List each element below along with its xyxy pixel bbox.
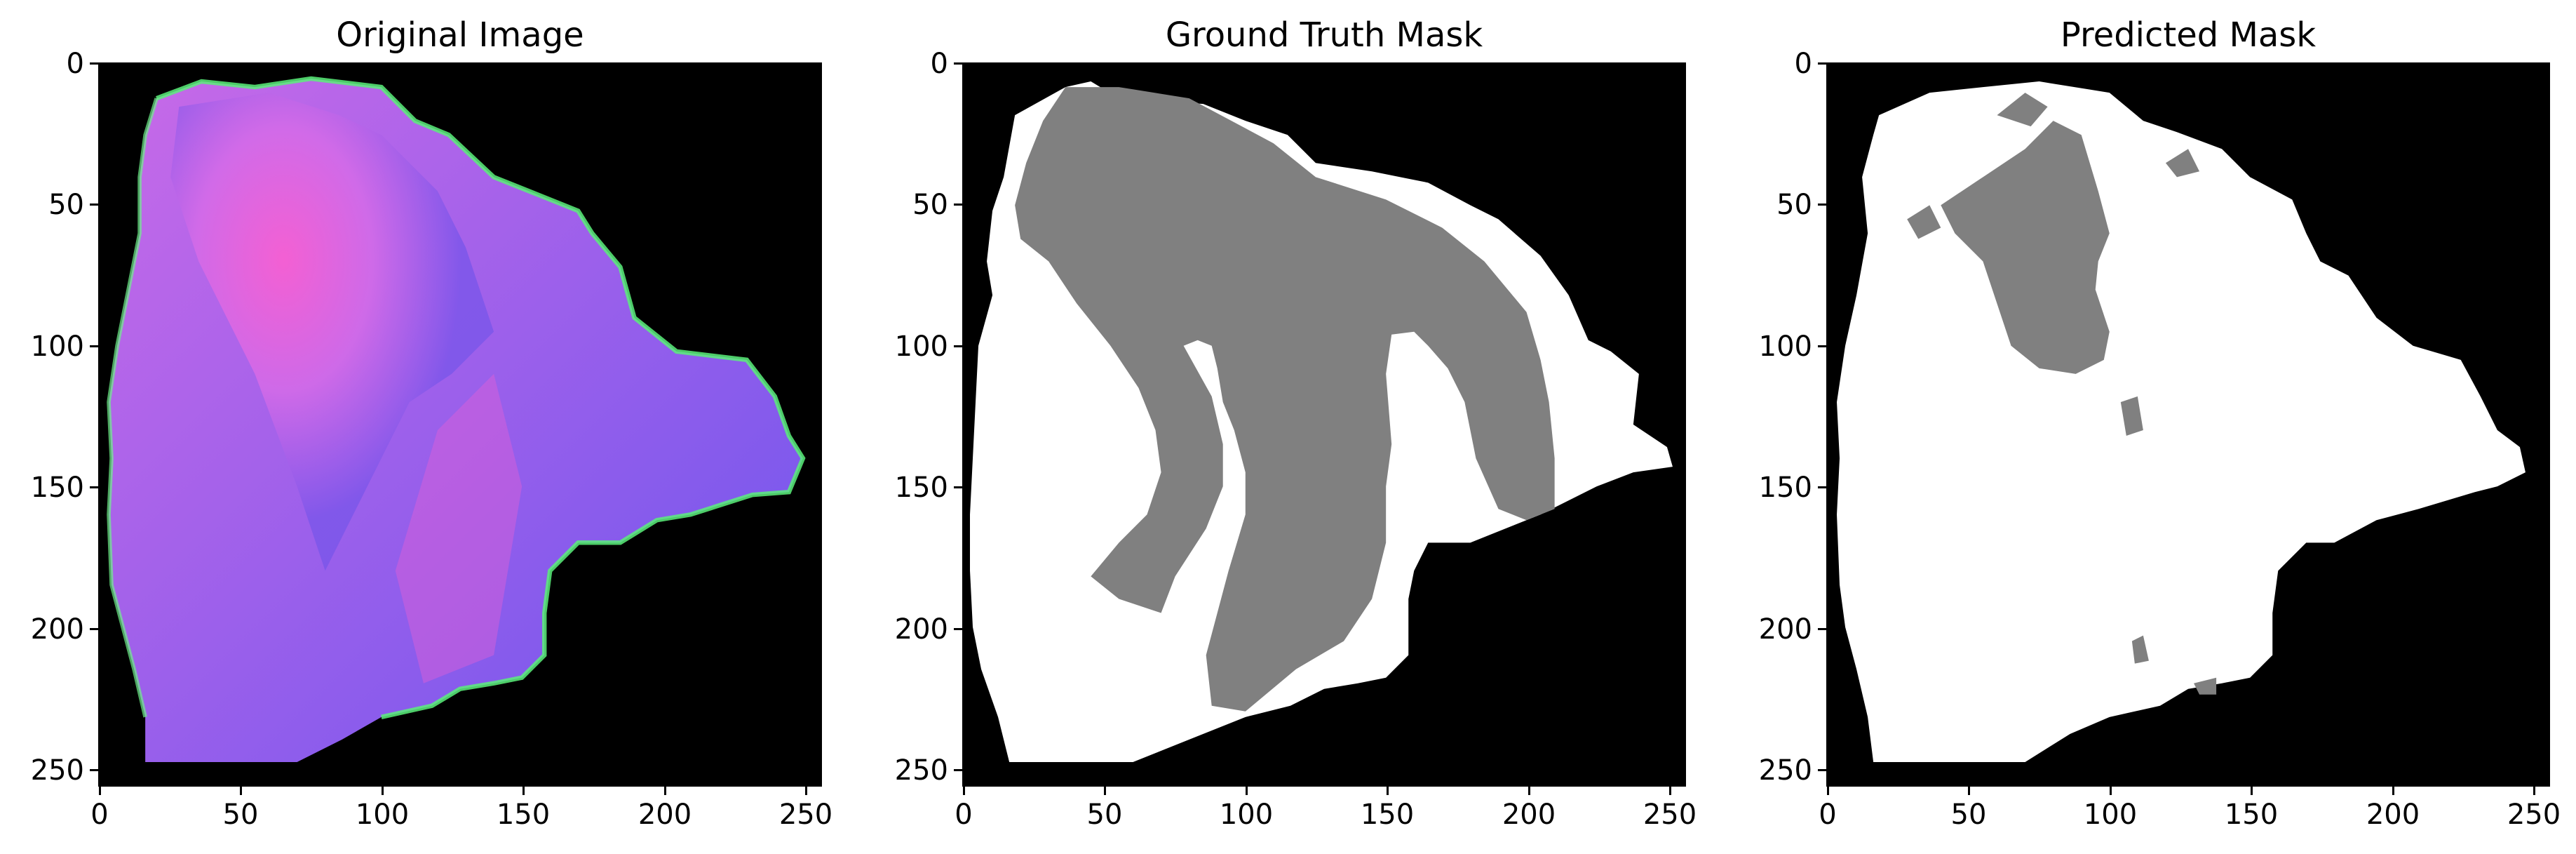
x-tick-label: 200 — [2366, 799, 2420, 831]
x-tick-mark — [805, 787, 807, 795]
y-tick-label: 250 — [894, 754, 948, 787]
x-tick-mark — [1528, 787, 1530, 795]
x-tick-label: 0 — [1819, 799, 1837, 831]
y-tick-mark — [90, 345, 98, 347]
y-tick-mark — [90, 769, 98, 771]
y-tick-mark — [954, 62, 962, 65]
y-tick-mark — [1818, 769, 1826, 771]
x-tick-label: 250 — [1643, 799, 1697, 831]
y-tick-mark — [1818, 204, 1826, 206]
x-tick-mark — [240, 787, 242, 795]
y-tick-label: 0 — [66, 48, 84, 80]
panel-original-image: Original Image 0 50 — [0, 0, 842, 854]
y-tick-mark — [90, 62, 98, 65]
y-tick-mark — [954, 204, 962, 206]
x-tick-mark — [963, 787, 965, 795]
image-frame — [1826, 62, 2550, 787]
x-tick-mark — [1968, 787, 1970, 795]
y-tick-label: 150 — [30, 472, 84, 504]
y-tick-label: 250 — [1758, 754, 1812, 787]
y-tick-label: 150 — [1758, 472, 1812, 504]
panel-predicted-mask: Predicted Mask 0 50 100 150 200 250 0 50… — [1728, 0, 2570, 854]
image-frame — [98, 62, 822, 787]
x-tick-label: 100 — [355, 799, 410, 831]
x-tick-mark — [1827, 787, 1829, 795]
x-tick-label: 0 — [955, 799, 973, 831]
y-tick-label: 200 — [894, 613, 948, 646]
y-tick-label: 100 — [894, 331, 948, 363]
x-tick-mark — [664, 787, 666, 795]
panel-title: Ground Truth Mask — [1165, 15, 1483, 55]
y-tick-label: 150 — [894, 472, 948, 504]
y-tick-mark — [954, 345, 962, 347]
x-tick-mark — [1669, 787, 1671, 795]
x-tick-mark — [522, 787, 525, 795]
y-tick-label: 50 — [912, 189, 948, 221]
y-tick-mark — [954, 486, 962, 488]
y-tick-mark — [1818, 628, 1826, 630]
y-tick-mark — [1818, 486, 1826, 488]
y-tick-label: 50 — [1776, 189, 1812, 221]
y-tick-mark — [954, 769, 962, 771]
y-tick-mark — [90, 486, 98, 488]
x-tick-mark — [2392, 787, 2394, 795]
y-tick-label: 50 — [48, 189, 84, 221]
y-tick-label: 100 — [1758, 331, 1812, 363]
y-tick-mark — [954, 628, 962, 630]
y-tick-label: 0 — [930, 48, 948, 80]
y-tick-label: 200 — [30, 613, 84, 646]
x-tick-label: 50 — [1086, 799, 1123, 831]
y-tick-mark — [1818, 345, 1826, 347]
x-tick-label: 100 — [2083, 799, 2138, 831]
x-tick-label: 150 — [1360, 799, 1415, 831]
x-tick-mark — [382, 787, 384, 795]
panel-ground-truth-mask: Ground Truth Mask 0 50 100 150 200 250 0… — [864, 0, 1706, 854]
x-tick-label: 200 — [1502, 799, 1556, 831]
x-tick-label: 250 — [778, 799, 833, 831]
x-tick-label: 100 — [1219, 799, 1274, 831]
original-image — [100, 65, 820, 785]
x-tick-label: 200 — [638, 799, 692, 831]
x-tick-mark — [99, 787, 101, 795]
y-tick-mark — [90, 628, 98, 630]
predicted-mask-image — [1828, 65, 2548, 785]
x-tick-label: 150 — [496, 799, 551, 831]
x-tick-label: 150 — [2224, 799, 2279, 831]
x-tick-label: 250 — [2507, 799, 2561, 831]
y-tick-mark — [90, 204, 98, 206]
image-frame — [962, 62, 1686, 787]
x-tick-label: 50 — [222, 799, 259, 831]
x-tick-mark — [1387, 787, 1389, 795]
x-tick-mark — [2533, 787, 2535, 795]
y-tick-label: 0 — [1794, 48, 1812, 80]
panel-title: Predicted Mask — [2060, 15, 2317, 55]
x-tick-mark — [2110, 787, 2112, 795]
x-tick-mark — [1246, 787, 1248, 795]
x-tick-label: 50 — [1950, 799, 1987, 831]
y-tick-mark — [1818, 62, 1826, 65]
panel-title: Original Image — [336, 15, 584, 55]
y-tick-label: 250 — [30, 754, 84, 787]
y-tick-label: 100 — [30, 331, 84, 363]
y-tick-label: 200 — [1758, 613, 1812, 646]
x-tick-mark — [2251, 787, 2253, 795]
ground-truth-mask-image — [964, 65, 1684, 785]
x-tick-label: 0 — [90, 799, 109, 831]
x-tick-mark — [1104, 787, 1106, 795]
